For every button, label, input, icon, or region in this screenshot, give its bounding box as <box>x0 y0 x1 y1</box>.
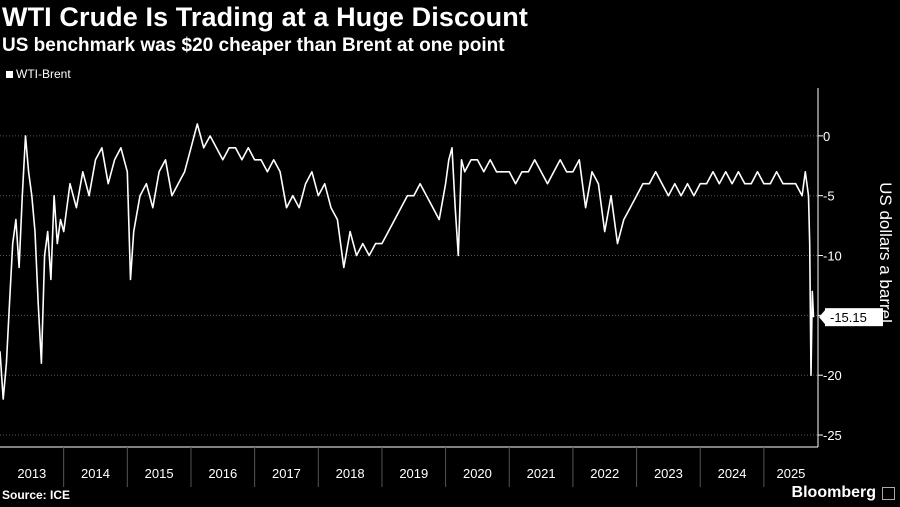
x-tick-label: 2023 <box>654 466 683 481</box>
grid-lines <box>0 135 818 436</box>
x-tick-label: 2020 <box>463 466 492 481</box>
x-tick-label: 2015 <box>145 466 174 481</box>
chart-subtitle: US benchmark was $20 cheaper than Brent … <box>2 35 505 56</box>
series-layer <box>0 123 815 400</box>
y-tick-label: -5 <box>823 189 835 204</box>
legend: WTI-Brent <box>6 67 71 81</box>
y-tick-label: -10 <box>823 249 842 264</box>
y-tick-label: -25 <box>823 428 842 443</box>
x-tick-label: 2025 <box>776 466 805 481</box>
chart-title: WTI Crude Is Trading at a Huge Discount <box>2 2 528 32</box>
x-tick-label: 2019 <box>399 466 428 481</box>
y-tick-label: -20 <box>823 368 842 383</box>
axes <box>0 88 823 487</box>
y-tick-label: 0 <box>823 129 830 144</box>
bloomberg-logo: Bloomberg <box>791 484 876 501</box>
series-line-wti-brent <box>0 123 815 400</box>
x-tick-label: 2013 <box>17 466 46 481</box>
legend-label: WTI-Brent <box>16 67 71 81</box>
x-tick-label: 2024 <box>718 466 747 481</box>
x-tick-label: 2022 <box>590 466 619 481</box>
x-tick-label: 2014 <box>81 466 110 481</box>
x-tick-label: 2016 <box>208 466 237 481</box>
legend-swatch <box>6 70 13 78</box>
x-tick-label: 2018 <box>336 466 365 481</box>
last-value-pointer <box>819 310 825 325</box>
bloomberg-mark-icon <box>882 487 895 500</box>
last-value-box <box>825 308 883 327</box>
last-value-label: -15.15 <box>830 310 867 325</box>
y-axis-label: US dollars a barrel <box>876 182 895 323</box>
tick-labels: 0-5-10-15-20-252013201420152016201720182… <box>17 129 895 481</box>
x-tick-label: 2021 <box>527 466 556 481</box>
x-tick-label: 2017 <box>272 466 301 481</box>
source-note: Source: ICE <box>2 488 71 502</box>
